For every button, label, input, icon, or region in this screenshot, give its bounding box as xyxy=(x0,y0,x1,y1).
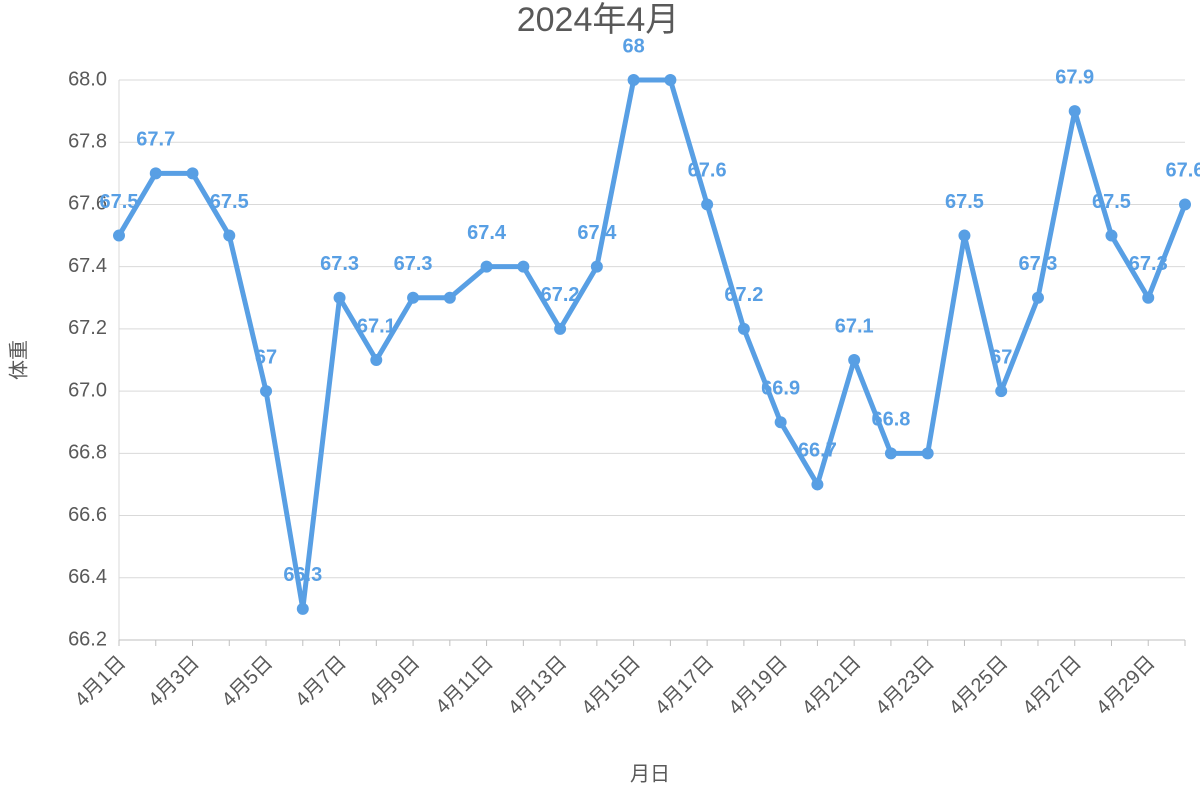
x-tick-label: 4月1日 xyxy=(71,652,131,712)
data-point xyxy=(701,198,714,211)
series-line xyxy=(116,77,1188,612)
data-label: 67.7 xyxy=(136,129,175,151)
y-tick-label: 67.4 xyxy=(68,255,107,277)
data-label: 67.1 xyxy=(835,315,874,337)
data-label: 67.2 xyxy=(541,284,580,306)
data-point xyxy=(921,447,934,460)
data-label: 67.4 xyxy=(577,222,617,244)
data-label: 67 xyxy=(255,346,277,368)
data-label: 67.6 xyxy=(688,160,727,182)
data-point xyxy=(443,291,456,304)
x-axis-label: 月日 xyxy=(630,763,670,785)
data-point xyxy=(407,291,420,304)
data-label: 67.5 xyxy=(210,191,249,213)
data-label: 67.5 xyxy=(1092,191,1131,213)
x-tick-label: 4月5日 xyxy=(218,652,278,712)
x-tick-label: 4月9日 xyxy=(365,652,425,712)
y-tick-label: 68.0 xyxy=(68,68,107,90)
chart-title: 2024年4月 xyxy=(517,1,680,39)
data-point xyxy=(811,478,824,491)
data-point xyxy=(1105,229,1118,242)
data-point xyxy=(480,260,493,273)
data-point xyxy=(995,385,1008,398)
data-label: 67.4 xyxy=(467,222,507,244)
x-tick-label: 4月11日 xyxy=(431,652,497,718)
data-point xyxy=(1031,291,1044,304)
y-tick-label: 66.2 xyxy=(68,628,107,650)
data-label: 67.1 xyxy=(357,315,396,337)
data-label: 68 xyxy=(622,35,644,57)
data-point xyxy=(223,229,236,242)
y-tick-label: 67.8 xyxy=(68,131,107,153)
data-point xyxy=(884,447,897,460)
data-point xyxy=(1142,291,1155,304)
data-label: 67.2 xyxy=(724,284,763,306)
data-point xyxy=(848,354,861,366)
data-point xyxy=(370,354,383,366)
data-label: 67.9 xyxy=(1055,66,1094,88)
y-tick-label: 66.4 xyxy=(68,566,107,588)
x-tick-label: 4月15日 xyxy=(577,652,644,719)
data-point xyxy=(590,260,603,273)
data-label: 67.3 xyxy=(1018,253,1057,275)
data-label: 66.7 xyxy=(798,440,837,462)
data-point xyxy=(113,229,125,242)
data-point xyxy=(737,322,750,335)
data-label: 67.3 xyxy=(1129,253,1168,275)
data-point xyxy=(554,322,567,335)
data-point xyxy=(333,291,346,304)
data-label: 67.3 xyxy=(394,253,433,275)
y-tick-label: 66.8 xyxy=(68,442,107,464)
data-point xyxy=(1179,198,1191,211)
y-tick-label: 67.0 xyxy=(68,379,107,401)
x-tick-label: 4月25日 xyxy=(945,652,1012,719)
data-point xyxy=(958,229,971,242)
data-point xyxy=(627,74,640,86)
x-tick-label: 4月17日 xyxy=(651,652,718,719)
y-axis-label: 体重 xyxy=(7,340,30,380)
data-label: 67.5 xyxy=(100,191,139,213)
data-point xyxy=(664,74,677,86)
data-point xyxy=(296,602,309,615)
data-point xyxy=(149,167,162,180)
data-point xyxy=(186,167,199,180)
x-tick-label: 4月7日 xyxy=(291,652,351,712)
y-tick-label: 67.2 xyxy=(68,317,107,339)
x-tick-label: 4月13日 xyxy=(504,652,571,719)
x-tick-label: 4月27日 xyxy=(1019,652,1086,719)
y-tick-label: 66.6 xyxy=(68,504,107,526)
data-point xyxy=(774,416,787,429)
data-label: 66.8 xyxy=(871,409,910,431)
data-point xyxy=(1068,105,1081,118)
data-label: 66.3 xyxy=(283,564,322,586)
data-label: 67 xyxy=(990,346,1012,368)
x-tick-label: 4月29日 xyxy=(1092,652,1159,719)
data-point xyxy=(260,385,273,398)
x-tick-label: 4月21日 xyxy=(798,652,865,719)
data-label: 67.5 xyxy=(945,191,984,213)
data-label: 67.3 xyxy=(320,253,359,275)
x-tick-label: 4月19日 xyxy=(724,652,791,719)
data-point xyxy=(517,260,530,273)
data-label: 67.6 xyxy=(1166,160,1200,182)
x-tick-label: 4月23日 xyxy=(872,652,939,719)
x-tick-label: 4月3日 xyxy=(144,652,204,712)
data-label: 66.9 xyxy=(761,378,800,400)
y-tick-label: 67.6 xyxy=(68,193,107,215)
